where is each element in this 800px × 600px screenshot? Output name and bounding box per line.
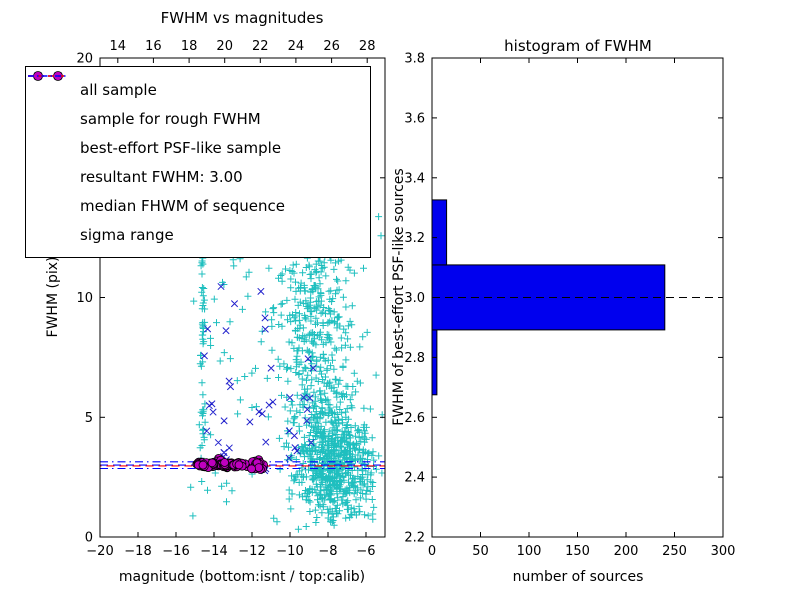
scatter-subplot: −20 −18 −16 −14 −12 −10 −8 −6 14 16 18 20 22 24 26 28 0 5…	[76, 39, 386, 559]
svg-text:22: 22	[252, 39, 269, 54]
svg-text:2.4: 2.4	[404, 471, 425, 486]
svg-text:3.8: 3.8	[404, 52, 425, 67]
legend-item-sigma-range: sigma range	[28, 75, 364, 249]
svg-text:20: 20	[216, 39, 233, 54]
svg-text:−20: −20	[86, 544, 113, 559]
legend-label: median FHWM of sequence	[80, 196, 285, 215]
svg-text:−18: −18	[124, 544, 151, 559]
legend-label: sample for rough FWHM	[80, 109, 261, 128]
hist-ylabel: FWHM of best-effort PSF-like sources	[391, 168, 407, 425]
svg-text:−12: −12	[238, 544, 265, 559]
hist-bar-0	[431, 329, 438, 396]
svg-text:50: 50	[472, 544, 489, 559]
svg-text:−8: −8	[318, 544, 337, 559]
svg-text:28: 28	[359, 39, 376, 54]
legend-label: resultant FWHM: 3.00	[80, 167, 243, 186]
legend-item-all-sample: all sample	[32, 72, 364, 104]
svg-text:150: 150	[565, 544, 590, 559]
svg-text:3.6: 3.6	[404, 111, 425, 126]
svg-text:−16: −16	[162, 544, 189, 559]
legend-label: sigma range	[80, 225, 174, 244]
series-all-sample	[187, 66, 385, 533]
svg-text:14: 14	[110, 39, 127, 54]
legend-label: best-effort PSF-like sample	[80, 138, 282, 157]
svg-text:2.8: 2.8	[404, 351, 425, 366]
svg-text:26: 26	[323, 39, 340, 54]
svg-text:5: 5	[85, 411, 93, 426]
svg-text:3.2: 3.2	[404, 231, 425, 246]
svg-text:2.6: 2.6	[404, 411, 425, 426]
svg-text:0: 0	[85, 531, 93, 546]
histogram-subplot: 0 50 100 150 200 250 300 2.2 2.4 2.6 2.8 3.0 3.2 3.4 3…	[404, 52, 735, 560]
legend: all sample sample for rough FWHM best-ef…	[25, 66, 371, 258]
svg-text:20: 20	[76, 52, 93, 67]
series-best-effort-psf-like-sample	[192, 453, 268, 474]
svg-text:16: 16	[145, 39, 162, 54]
scatter-xlabel: magnitude (bottom:isnt / top:calib)	[119, 569, 365, 585]
hist-xlabel: number of sources	[513, 569, 644, 585]
svg-text:100: 100	[517, 544, 542, 559]
hist-title: histogram of FWHM	[504, 37, 652, 55]
svg-text:18: 18	[181, 39, 198, 54]
svg-text:3.0: 3.0	[404, 291, 425, 306]
svg-text:2.2: 2.2	[404, 531, 425, 546]
legend-item-resultant-fwhm: resultant FWHM: 3.00	[28, 75, 364, 191]
svg-text:3.4: 3.4	[404, 171, 425, 186]
legend-label: all sample	[80, 80, 157, 99]
svg-text:−14: −14	[200, 544, 227, 559]
scatter-title: FWHM vs magnitudes	[161, 9, 324, 27]
scatter-ylabel: FWHM (pix)	[45, 257, 61, 338]
svg-text:10: 10	[76, 291, 93, 306]
svg-text:24: 24	[288, 39, 305, 54]
svg-text:300: 300	[711, 544, 736, 559]
svg-text:250: 250	[662, 544, 687, 559]
svg-text:200: 200	[614, 544, 639, 559]
svg-text:−10: −10	[276, 544, 303, 559]
legend-item-rough-fwhm: sample for rough FWHM	[32, 72, 364, 133]
legend-item-median-fwhm: median FHWM of sequence	[28, 75, 364, 220]
svg-text:−6: −6	[356, 544, 375, 559]
legend-item-psf-sample: best-effort PSF-like sample	[32, 71, 364, 162]
svg-text:0: 0	[428, 544, 436, 559]
hist-bar-2	[431, 199, 448, 266]
